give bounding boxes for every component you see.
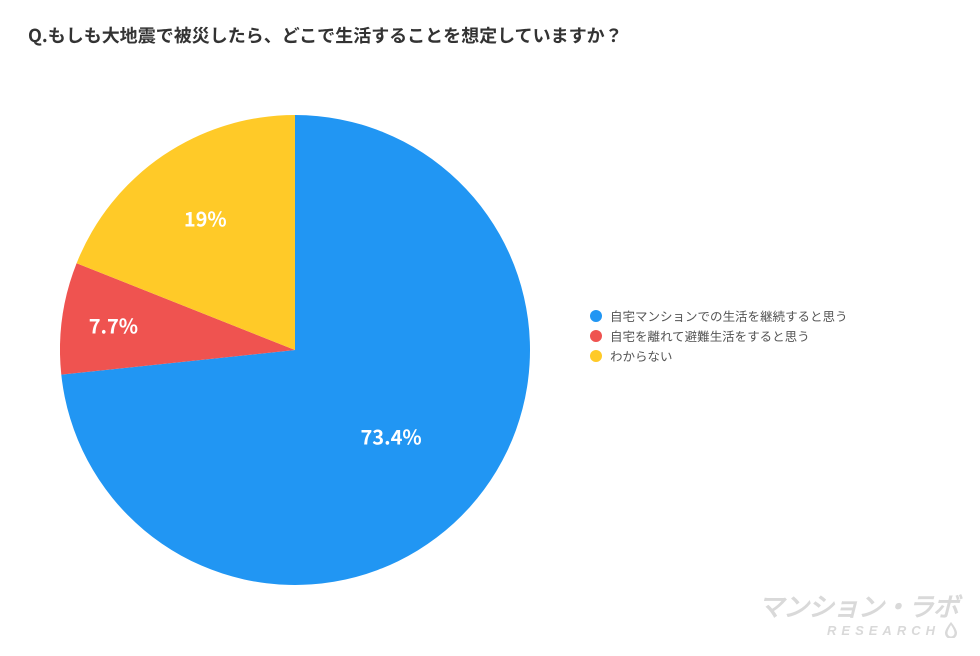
- pie-slice-label: 19%: [184, 203, 227, 232]
- legend-dot-icon: [590, 310, 602, 322]
- legend: 自宅マンションでの生活を継続すると思う自宅を離れて避難生活をすると思うわからない: [590, 306, 848, 366]
- legend-dot-icon: [590, 350, 602, 362]
- chart-title: Q.もしも大地震で被災したら、どこで生活することを想定していますか？: [28, 22, 623, 48]
- pie-chart: 73.4% 7.7% 19%: [60, 115, 530, 585]
- legend-label: 自宅を離れて避難生活をすると思う: [610, 326, 810, 346]
- legend-item: 自宅を離れて避難生活をすると思う: [590, 326, 848, 346]
- legend-label: わからない: [610, 346, 673, 366]
- pie-slice-label: 73.4%: [360, 422, 421, 451]
- legend-dot-icon: [590, 330, 602, 342]
- footer-logo-line1: マンション・ラボ: [758, 594, 958, 620]
- footer-logo: マンション・ラボ RESEARCH: [758, 594, 958, 638]
- drop-icon: [944, 622, 958, 638]
- footer-logo-line2: RESEARCH: [758, 622, 958, 638]
- pie-slice-label: 7.7%: [89, 311, 138, 340]
- legend-item: わからない: [590, 346, 848, 366]
- legend-label: 自宅マンションでの生活を継続すると思う: [610, 306, 848, 326]
- legend-item: 自宅マンションでの生活を継続すると思う: [590, 306, 848, 326]
